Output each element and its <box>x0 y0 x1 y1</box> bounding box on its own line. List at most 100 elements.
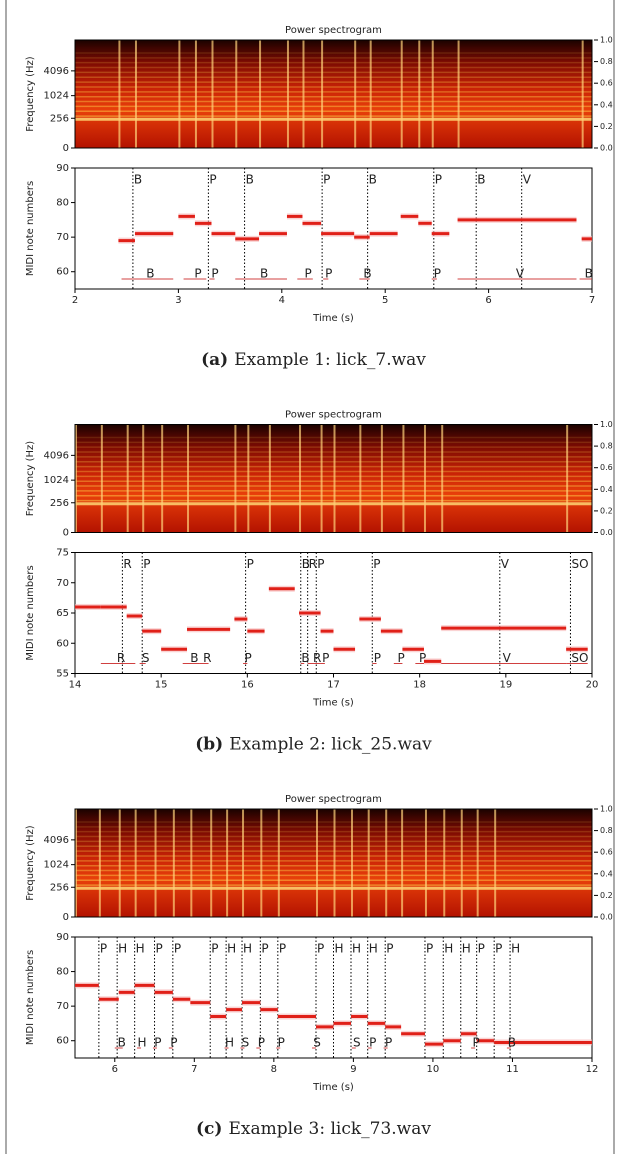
onset-streak <box>321 40 324 148</box>
y-tick-label: 70 <box>56 1001 69 1012</box>
y-tick-label: 256 <box>50 498 69 509</box>
onset-streak <box>187 424 190 533</box>
onset-streak <box>460 809 463 917</box>
annotation-label: B <box>260 267 268 281</box>
onset-streak <box>401 809 404 917</box>
technique-label: P <box>495 942 502 956</box>
technique-label: P <box>100 942 107 956</box>
annotation-label: P <box>278 1036 285 1050</box>
onset-streak <box>423 424 426 533</box>
annotation-label: V <box>516 267 525 281</box>
onset-streak <box>316 809 319 917</box>
spectrogram-title: Power spectrogram <box>285 794 382 805</box>
colorbar-tick-label: 0.4 <box>600 485 613 494</box>
annotation-label: S <box>242 1036 250 1050</box>
y-tick-label: 80 <box>56 198 69 209</box>
x-tick-label: 6 <box>112 1064 118 1075</box>
technique-label: P <box>279 942 286 956</box>
spectrogram-frame <box>74 808 593 918</box>
annotation-label: B <box>190 651 198 665</box>
annotation-label: P <box>325 267 332 281</box>
onset-streak <box>161 424 164 533</box>
technique-label: H <box>369 942 378 956</box>
onset-streak <box>476 809 479 917</box>
x-tick-label: 3 <box>175 295 181 306</box>
annotation-label: P <box>170 1036 177 1050</box>
onset-streak <box>320 424 323 533</box>
technique-label: P <box>386 942 393 956</box>
onset-streak <box>380 424 383 533</box>
technique-label: H <box>118 942 127 956</box>
colorbar-tick-label: 0.6 <box>600 463 613 472</box>
technique-label: B <box>477 173 485 187</box>
annotation-label: P <box>322 651 329 665</box>
onset-streak <box>134 40 137 148</box>
annotation-label: P <box>194 267 201 281</box>
x-tick-label: 15 <box>155 680 168 691</box>
x-tick-label: 14 <box>69 680 82 691</box>
annotation-label: B <box>508 1036 516 1050</box>
y-axis-label: Frequency (Hz) <box>25 56 36 132</box>
onset-streak <box>418 40 421 148</box>
annotation-label: B <box>118 1036 126 1050</box>
annotation-label: SO <box>571 651 588 665</box>
technique-label: P <box>143 557 150 571</box>
onset-streak <box>98 809 101 917</box>
onset-streak <box>235 40 238 148</box>
onset-streak <box>75 424 77 533</box>
midi-plot-area <box>74 167 593 290</box>
x-tick-label: 5 <box>382 295 388 306</box>
colorbar-tick-label: 0.2 <box>600 891 613 900</box>
annotation-label: H <box>138 1036 147 1050</box>
onset-streak <box>359 424 362 533</box>
annotation-label: R <box>117 651 125 665</box>
technique-label: H <box>227 942 236 956</box>
onset-streak <box>268 424 271 533</box>
onset-streak <box>367 809 370 917</box>
onset-streak <box>178 40 181 148</box>
onset-streak <box>118 809 121 917</box>
colorbar-tick-label: 0.0 <box>600 528 613 537</box>
onset-streak <box>210 809 213 917</box>
onset-streak <box>100 424 103 533</box>
onset-streak <box>126 424 129 533</box>
y-tick-label: 1024 <box>44 860 69 871</box>
technique-label: P <box>247 557 254 571</box>
y-tick-label: 0 <box>63 528 69 539</box>
onset-streak <box>134 809 137 917</box>
annotation-label: V <box>503 651 512 665</box>
y-tick-label: 1024 <box>44 475 69 486</box>
colorbar-tick-label: 0.2 <box>600 506 613 515</box>
x-tick-label: 20 <box>586 680 599 691</box>
spectrogram-frame <box>74 39 593 149</box>
technique-label: H <box>136 942 145 956</box>
caption-text: Example 3: lick_73.wav <box>228 1119 431 1139</box>
y-axis-label: Frequency (Hz) <box>25 825 36 901</box>
technique-label: P <box>426 942 433 956</box>
y-tick-label: 0 <box>63 143 69 154</box>
annotation-label: P <box>258 1036 265 1050</box>
onset-streak <box>581 40 584 148</box>
y-tick-label: 0 <box>63 912 69 923</box>
x-tick-label: 2 <box>72 295 78 306</box>
x-tick-label: 16 <box>241 680 254 691</box>
caption: (b) Example 2: lick_25.wav <box>195 734 432 754</box>
onset-streak <box>247 424 250 533</box>
technique-label: SO <box>571 557 588 571</box>
midi-plot-area <box>74 552 593 674</box>
technique-label: H <box>335 942 344 956</box>
technique-label: R <box>309 557 317 571</box>
onset-streak <box>457 40 460 148</box>
onset-streak <box>118 40 121 148</box>
y-tick-label: 80 <box>56 967 69 978</box>
annotation-label: P <box>472 1036 479 1050</box>
y-tick-label: 55 <box>56 669 69 680</box>
onset-streak <box>333 424 336 533</box>
caption-text: Example 2: lick_25.wav <box>229 734 432 754</box>
technique-label: H <box>352 942 361 956</box>
technique-label: B <box>134 173 142 187</box>
annotation-label: R <box>313 651 321 665</box>
annotation-label: P <box>245 651 252 665</box>
x-tick-label: 7 <box>191 1064 197 1075</box>
onset-streak <box>172 809 175 917</box>
